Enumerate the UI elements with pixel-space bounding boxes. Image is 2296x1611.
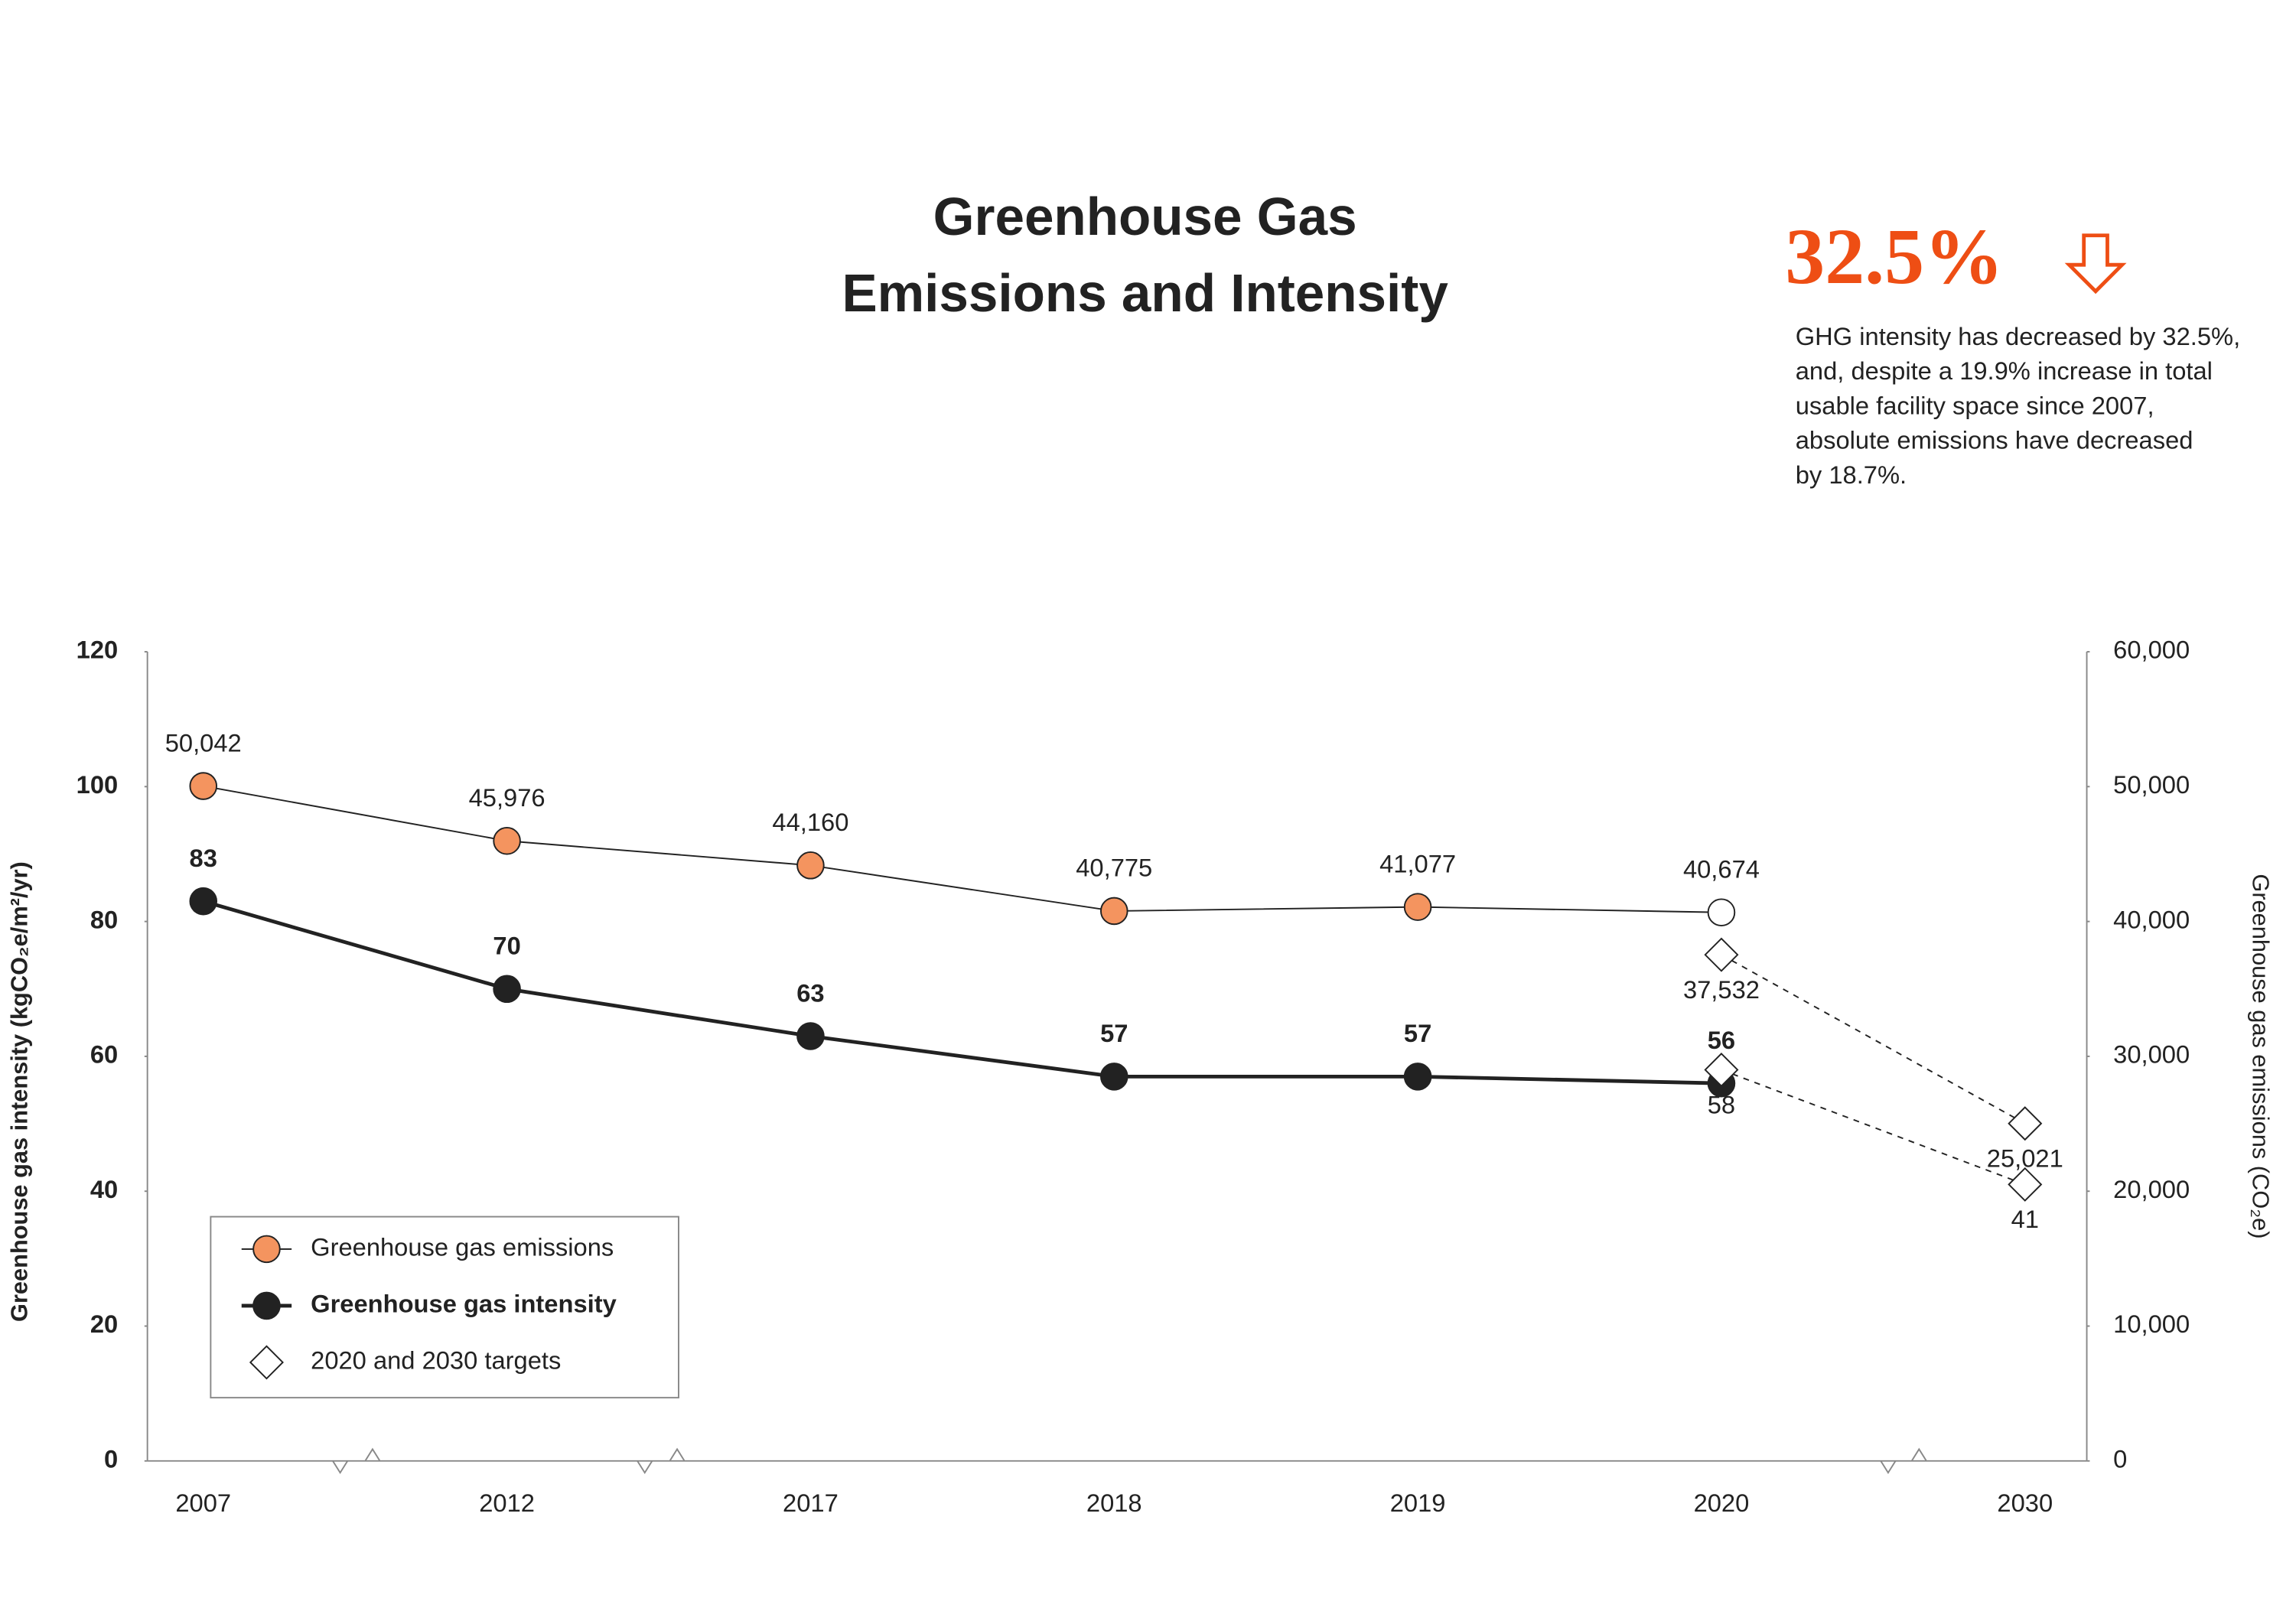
data-label: 58 [1708, 1090, 1735, 1118]
data-point [1704, 1053, 1739, 1088]
data-point [1099, 1063, 1128, 1091]
y-tick-label: 40 [90, 1175, 118, 1203]
x-tick-label: 2019 [1390, 1489, 1446, 1517]
data-point [796, 851, 825, 880]
down-arrow [2064, 233, 2127, 295]
data-point [1403, 893, 1432, 921]
data-label: 63 [796, 978, 824, 1007]
y2-tick-label: 10,000 [2113, 1310, 2190, 1338]
data-point [493, 826, 521, 855]
data-label: 37,532 [1683, 975, 1760, 1004]
y2-tick-label: 30,000 [2113, 1040, 2190, 1069]
y-tick-label: 120 [77, 636, 119, 664]
callout-text: and, despite a 19.9% increase in total [1796, 356, 2213, 385]
series-line [1721, 1069, 2026, 1186]
callout-text: usable facility space since 2007, [1796, 391, 2154, 419]
data-label: 57 [1100, 1019, 1128, 1047]
data-label: 40,674 [1683, 855, 1760, 884]
y-tick-label: 80 [90, 905, 118, 933]
y-tick-label: 60 [90, 1040, 118, 1069]
callout-text: GHG intensity has decreased by 32.5%, [1796, 322, 2240, 350]
data-label: 57 [1404, 1019, 1431, 1047]
data-point [1403, 1063, 1432, 1091]
data-label: 25,021 [1987, 1144, 2063, 1172]
data-point [1099, 897, 1128, 926]
chart-title: Greenhouse Gas [933, 187, 1357, 246]
y2-tick-label: 60,000 [2113, 636, 2190, 664]
series-line [1721, 954, 2026, 1124]
x-tick-label: 2007 [175, 1489, 231, 1517]
legend-marker [249, 1345, 284, 1380]
chart-title: Emissions and Intensity [842, 263, 1448, 323]
y2-tick-label: 20,000 [2113, 1175, 2190, 1203]
y-tick-label: 20 [90, 1310, 118, 1338]
data-label: 41 [2011, 1205, 2039, 1233]
x-tick-label: 2012 [479, 1489, 535, 1517]
data-point [2008, 1167, 2043, 1202]
data-label: 45,976 [469, 783, 546, 812]
axis-break [332, 1447, 1927, 1475]
y2-axis-title: Greenhouse gas emissions (CO₂e) [2247, 874, 2274, 1238]
data-point [189, 887, 218, 916]
callout-text: absolute emissions have decreased [1796, 426, 2193, 454]
legend-label: 2020 and 2030 targets [311, 1346, 561, 1375]
y-axis-title: Greenhouse gas intensity (kgCO₂e/m²/yr) [5, 861, 32, 1322]
data-point [796, 1022, 825, 1050]
x-tick-label: 2020 [1694, 1489, 1750, 1517]
y2-tick-label: 50,000 [2113, 770, 2190, 799]
legend-label: Greenhouse gas emissions [311, 1233, 614, 1261]
callout-text: by 18.7%. [1796, 461, 1907, 489]
data-label: 44,160 [772, 808, 848, 836]
legend-marker [252, 1235, 281, 1264]
data-point [493, 975, 521, 1004]
data-label: 50,042 [165, 728, 242, 757]
x-tick-label: 2017 [783, 1489, 839, 1517]
series-line [203, 785, 1721, 913]
legend-marker [252, 1291, 281, 1320]
series-line [203, 899, 1722, 1085]
y-tick-label: 100 [77, 770, 119, 799]
data-label: 83 [190, 844, 217, 872]
x-tick-label: 2018 [1086, 1489, 1142, 1517]
data-label: 41,077 [1379, 849, 1456, 877]
data-point [1707, 898, 1736, 927]
y2-tick-label: 0 [2113, 1444, 2127, 1473]
data-point [2008, 1106, 2043, 1141]
callout-headline: 32.5% [1785, 213, 2004, 301]
x-tick-label: 2030 [1997, 1489, 2053, 1517]
legend-label: Greenhouse gas intensity [311, 1290, 617, 1318]
data-point [189, 772, 218, 800]
data-label: 70 [493, 932, 520, 960]
data-label: 56 [1708, 1026, 1735, 1054]
y2-tick-label: 40,000 [2113, 905, 2190, 933]
data-point [1704, 937, 1739, 972]
data-label: 40,775 [1076, 854, 1152, 882]
y-tick-label: 0 [104, 1444, 118, 1473]
